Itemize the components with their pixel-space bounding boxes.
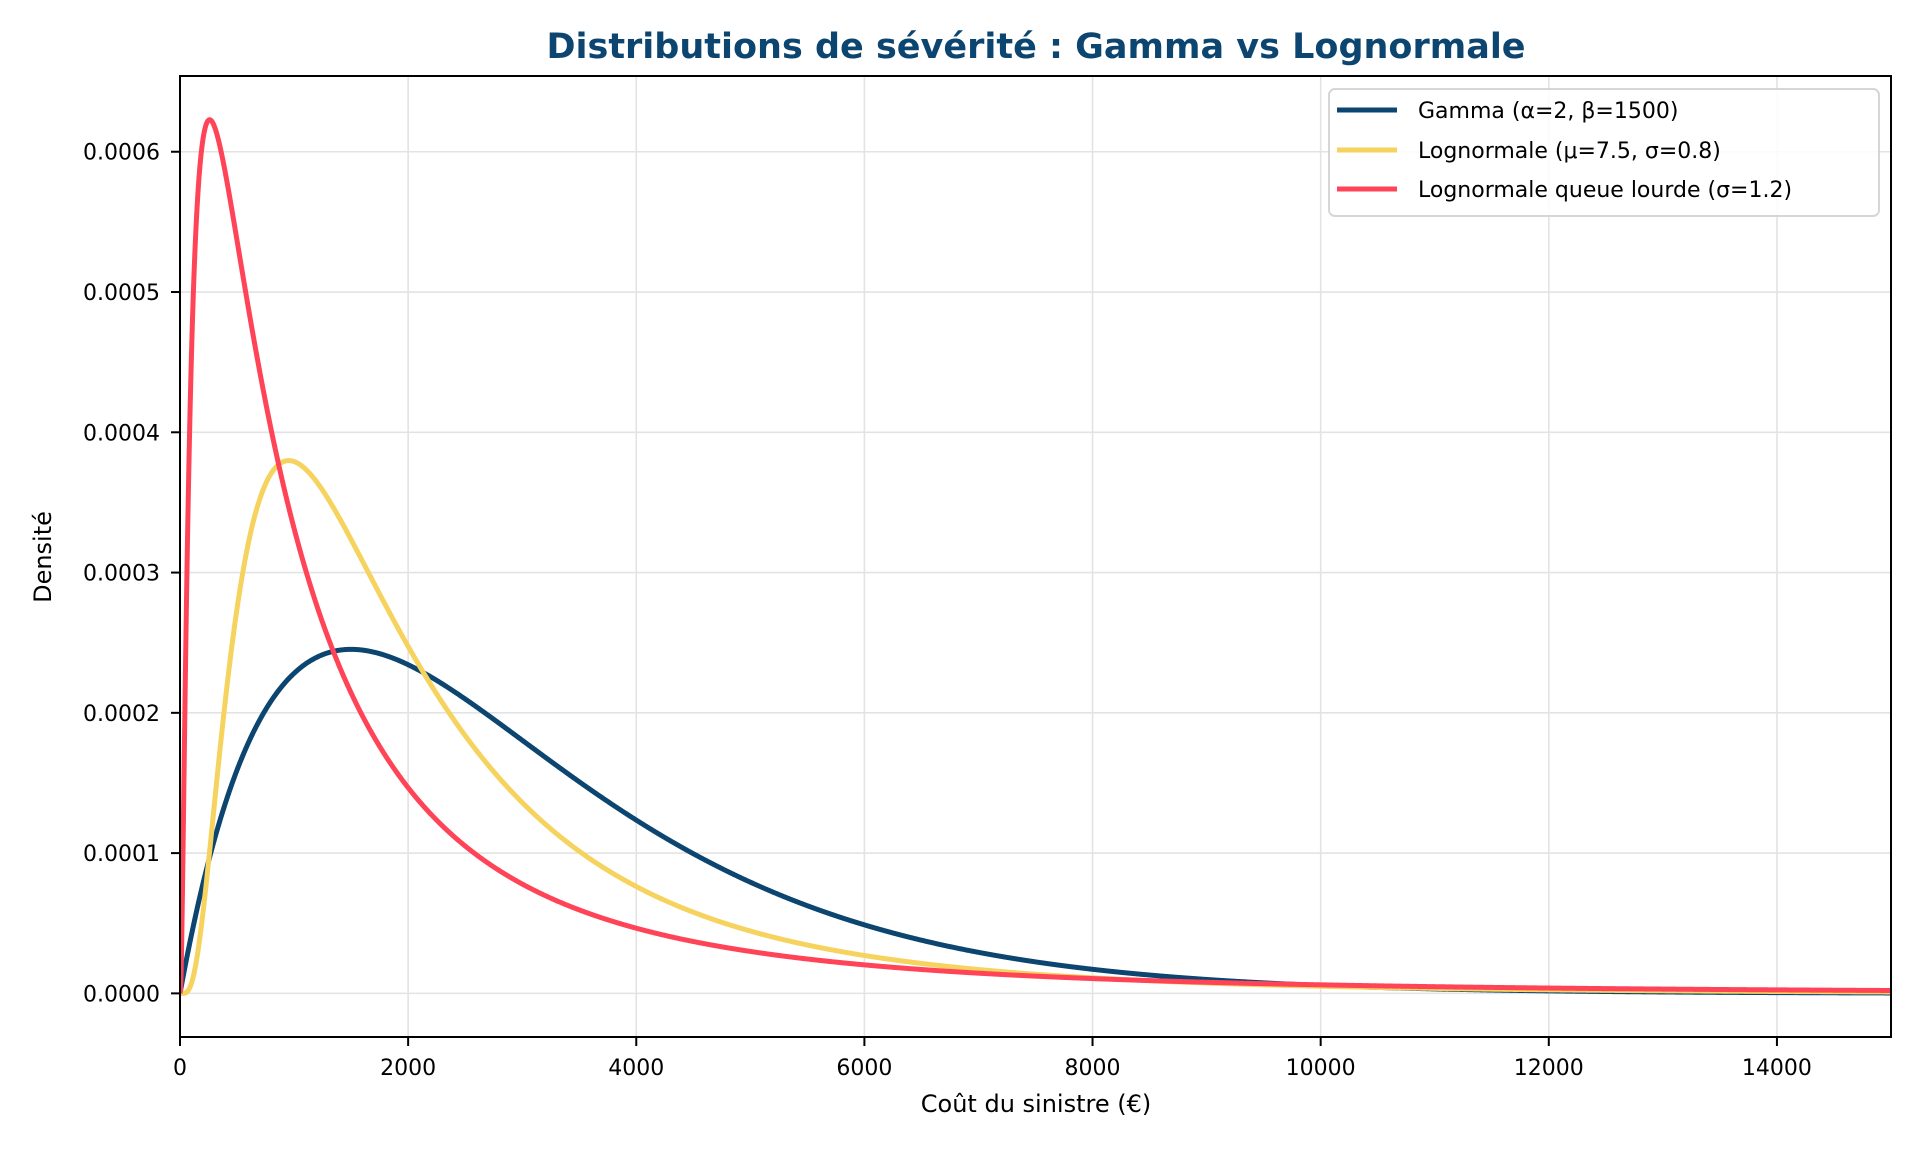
legend-item-gamma: Gamma (α=2, β=1500) [1337,99,1678,124]
y-axis: 0.0000 0.0001 0.0002 0.0003 0.0004 0.0005 0.00… [83,141,180,1007]
chart-title: Distributions de sévérité : Gamma vs Log… [546,27,1525,67]
series-layer [180,117,1891,996]
plot-frame [179,75,1892,1038]
x-tick-label: 4000 [608,1056,664,1081]
y-tick-label: 0.0001 [83,842,160,867]
legend-box [1328,88,1880,217]
gridlines [179,76,1891,1037]
x-tick-label: 2000 [380,1056,436,1081]
legend-item-lognormale-queue-lourde: Lognormale queue lourde (σ=1.2) [1337,178,1792,203]
legend-label-lognormale-queue-lourde: Lognormale queue lourde (σ=1.2) [1418,178,1792,203]
x-tick-label: 14000 [1742,1056,1812,1081]
x-tick-label: 10000 [1286,1056,1356,1081]
legend: Gamma (α=2, β=1500) Lognormale (μ=7.5, σ… [1328,88,1880,217]
y-tick-label: 0.0004 [83,421,160,446]
y-axis-label: Densité [29,511,57,603]
y-tick-label: 0.0005 [83,281,160,306]
x-tick-label: 0 [173,1056,187,1081]
series-line-lognormale-queue-lourde [180,117,1891,994]
x-axis-label: Coût du sinistre (€) [921,1090,1151,1118]
x-tick-label: 6000 [836,1056,892,1081]
x-tick-label: 8000 [1065,1056,1121,1081]
y-tick-label: 0.0002 [83,702,160,727]
y-tick-label: 0.0000 [83,982,160,1007]
y-tick-label: 0.0006 [83,141,160,166]
x-axis: 0 2000 4000 6000 8000 10000 12000 14000 [173,1037,1812,1081]
x-tick-label: 12000 [1514,1056,1584,1081]
legend-item-lognormale: Lognormale (μ=7.5, σ=0.8) [1337,139,1721,164]
y-tick-label: 0.0003 [83,562,160,587]
legend-label-lognormale: Lognormale (μ=7.5, σ=0.8) [1418,139,1721,164]
legend-label-gamma: Gamma (α=2, β=1500) [1418,99,1678,124]
